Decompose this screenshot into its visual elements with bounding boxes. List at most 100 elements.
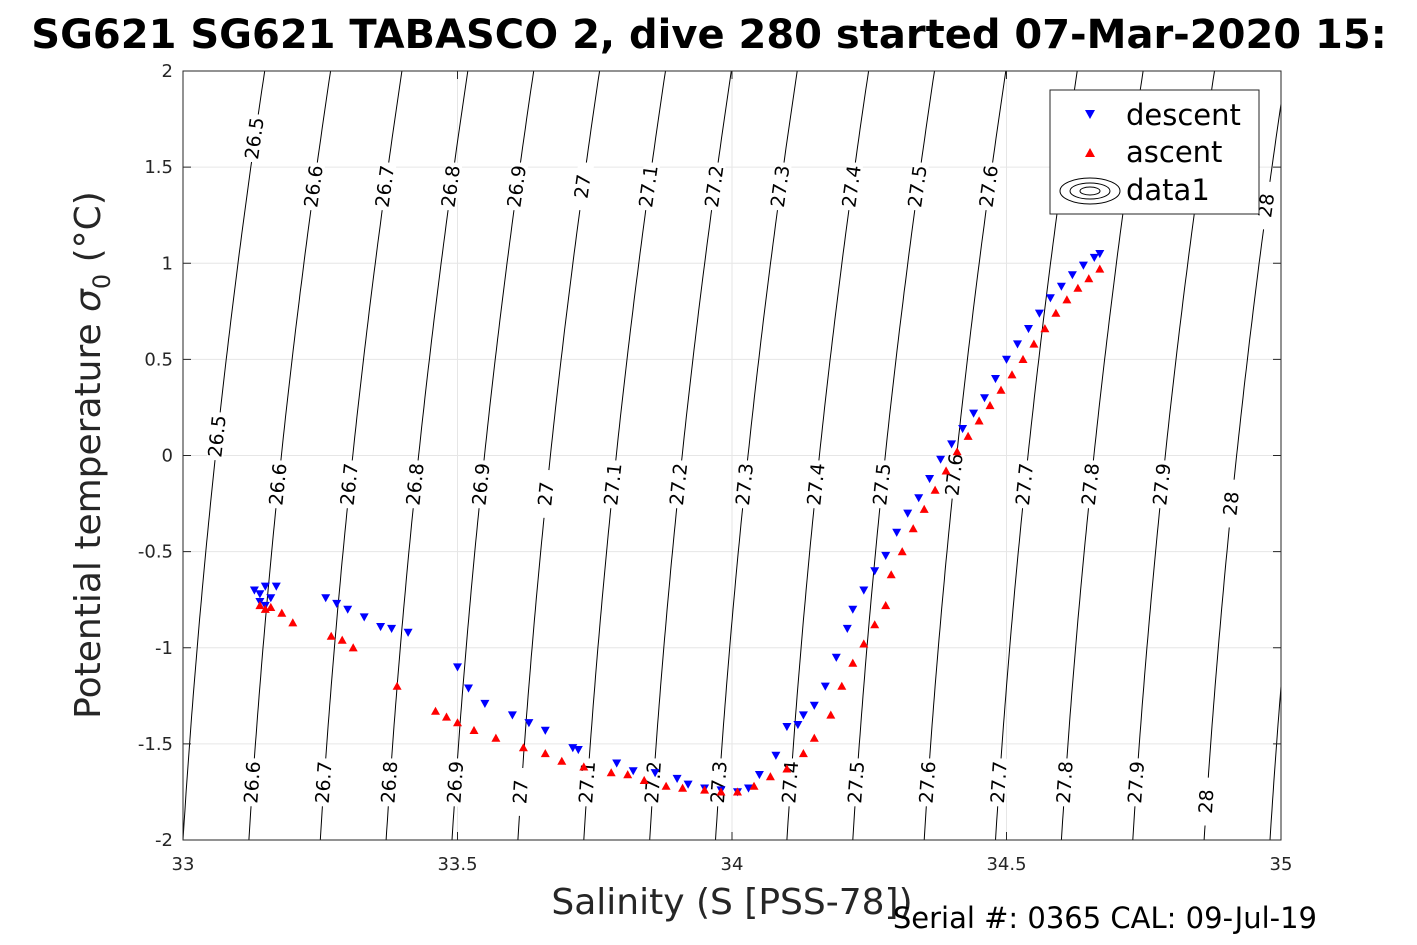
descent-marker [359,613,369,622]
chart-title: SG621 SG621 TABASCO 2, dive 280 started … [31,12,1386,58]
ascent-marker [288,618,298,627]
legend-descent-marker [1085,110,1095,119]
isopycnal-label: 27.5 [844,760,869,804]
ascent-marker [941,466,951,475]
ascent-marker [837,681,847,690]
x-tick-label: 35 [1270,854,1293,875]
isopycnal-label-gap [571,161,595,212]
isopycnal-label: 27 [571,173,596,200]
legend-ascent-marker [1085,148,1095,157]
descent-marker [936,455,946,464]
ascent-marker [700,785,710,794]
ascent-marker [749,781,759,790]
isopycnal-label: 26.6 [240,760,265,804]
descent-marker [480,699,490,708]
isopycnal-label: 27 [509,779,533,805]
descent-marker [540,726,550,735]
isopycnal-label-gap [846,757,867,807]
descent-marker [842,624,852,633]
isopycnal-label-gap [243,113,267,164]
isopycnal-label-gap [1126,757,1147,807]
isopycnal-label: 27.9 [1124,760,1149,804]
ascent-marker [606,768,616,777]
ascent-marker [1018,354,1028,363]
y-tick-label: -1.5 [138,734,173,755]
isopycnal-label-gap [906,161,930,212]
legend[interactable]: descent ascent data1 [1049,89,1260,215]
ascent-marker [557,756,567,765]
isopycnal-label-gap [769,161,792,212]
descent-marker [1013,340,1022,349]
ascent-marker [623,770,633,779]
isopycnal-label-gap [1255,180,1278,231]
isopycnal-label-gap [267,459,289,510]
isopycnal-label-gap [511,767,531,817]
isopycnal-label-gap [440,161,463,212]
descent-marker [903,509,913,518]
isopycnal-label-gap [1080,459,1102,510]
ascent-marker [908,524,918,533]
x-tick-label: 33 [172,854,195,875]
descent-marker [1002,355,1011,364]
ascent-marker [919,504,929,513]
descent-marker [925,475,935,484]
ascent-marker [540,749,550,758]
y-tick-label: 0.5 [144,349,173,370]
descent-marker [1056,282,1066,291]
isopycnal-label-gap [207,411,229,461]
ascent-marker [453,718,462,727]
isopycnal-label: 27.5 [869,462,895,506]
isopycnal-label: 26.8 [403,462,429,506]
y-axis-label-subscript: 0 [88,274,116,289]
ascent-marker [1051,308,1061,317]
isopycnal-label-gap [918,757,938,807]
ascent-marker [1062,295,1072,304]
y-tick-label: -1 [155,638,173,659]
ascent-marker [469,725,479,734]
isopycnal-label: 27.4 [778,760,803,804]
descent-marker [848,605,858,614]
descent-marker [271,582,281,591]
descent-marker [969,409,979,418]
ascent-marker [1084,274,1094,283]
serial-cal-footer: Serial #: 0365 CAL: 09-Jul-19 [893,901,1317,935]
descent-marker [782,723,792,732]
axis-ticks: 33 33.5 34 34.5 35 2 1.5 1 0.5 0 -0.5 -1 -1.5 -2 [138,61,1293,875]
descent-marker [376,623,386,632]
descent-marker [881,551,891,560]
isopycnal-label-gap [703,161,727,212]
isopycnal-label: 27.6 [916,760,941,804]
descent-marker [991,375,1000,384]
descent-marker [809,701,819,710]
isopycnal-label: 27 [534,481,558,507]
legend-box [1049,89,1260,215]
ascent-marker [491,733,501,742]
descent-marker [1067,271,1077,280]
isopycnal-label-gap [380,757,400,807]
isopycnal-label-gap [805,459,827,510]
descent-marker [1034,309,1044,318]
descent-marker [332,599,342,608]
ascent-marker [782,764,792,773]
isopycnal-label-gap [302,161,326,212]
isopycnal-label-gap [978,161,1001,212]
isopycnal-label-gap [989,757,1009,807]
isopycnal-label-gap [668,459,690,510]
ascent-marker [974,416,984,425]
isopycnal-label: 26.7 [337,462,363,506]
ascent-marker [733,787,742,796]
y-axis-label: Potential temperature σ0 (°C) [68,191,116,719]
descent-marker [260,582,270,591]
descent-marker [321,594,331,603]
isopycnal-label: 27.8 [1053,760,1078,804]
isopycnal-label-gap [1014,459,1036,510]
isopycnal-label-gap [734,459,756,510]
descent-marker [628,767,638,776]
isopycnal-label: 27.7 [987,760,1012,804]
isopycnal-label: 26.6 [265,462,291,506]
ascent-marker [337,635,347,644]
descent-marker [650,769,660,778]
ascent-marker [348,643,358,652]
ascent-marker [392,681,402,690]
ascent-marker [826,710,836,719]
